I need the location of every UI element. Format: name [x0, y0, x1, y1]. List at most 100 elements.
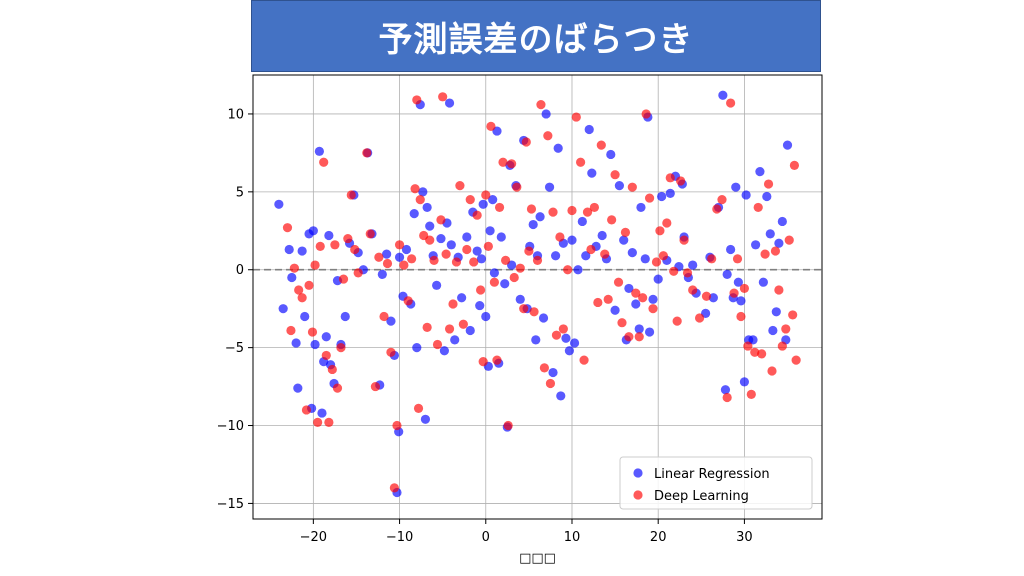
linear-regression-point [544, 182, 555, 192]
deep-learning-point [791, 355, 801, 365]
deep-learning-point [767, 366, 777, 376]
linear-regression-point [531, 335, 541, 345]
deep-learning-point [648, 304, 658, 314]
linear-regression-point [382, 249, 392, 259]
deep-learning-point [672, 316, 682, 326]
deep-learning-point [545, 378, 556, 389]
linear-regression-point [569, 338, 580, 348]
linear-regression-point [577, 216, 587, 227]
deep-learning-point [472, 210, 482, 220]
linear-regression-point [708, 293, 718, 303]
linear-regression-point [587, 168, 597, 178]
deep-learning-point [789, 160, 800, 170]
deep-learning-point [521, 137, 531, 147]
linear-regression-point [476, 254, 487, 264]
deep-learning-point [655, 226, 665, 236]
deep-learning-point [413, 403, 424, 413]
deep-learning-point [415, 195, 425, 205]
linear-regression-point [762, 191, 772, 202]
linear-regression-point [314, 146, 324, 156]
linear-regression-point [321, 332, 331, 342]
linear-regression-point [422, 202, 432, 213]
deep-learning-point [301, 405, 312, 415]
deep-learning-point [458, 319, 468, 329]
deep-learning-point [286, 325, 296, 336]
deep-learning-point [593, 297, 603, 308]
deep-learning-point [750, 347, 760, 357]
deep-learning-point [610, 170, 620, 180]
linear-regression-point [665, 188, 675, 198]
deep-learning-point [757, 349, 767, 359]
deep-learning-point [509, 272, 519, 283]
deep-learning-point [429, 255, 439, 265]
deep-learning-point [760, 249, 770, 259]
x-tick-label: 10 [564, 530, 581, 545]
deep-learning-point [494, 202, 505, 213]
deep-learning-point [374, 252, 384, 262]
deep-learning-point [353, 268, 363, 278]
linear-regression-point [488, 195, 498, 205]
linear-regression-point [439, 346, 449, 356]
linear-regression-point [733, 277, 743, 287]
linear-regression-point [291, 338, 301, 348]
deep-learning-point [436, 215, 446, 225]
deep-learning-point [332, 383, 343, 393]
deep-learning-point [596, 140, 606, 150]
linear-regression-point [418, 187, 428, 197]
deep-learning-point [631, 288, 641, 298]
linear-regression-point [758, 277, 768, 287]
legend-marker-deep [633, 490, 643, 500]
deep-learning-point [536, 100, 546, 110]
linear-regression-point [274, 199, 284, 209]
linear-regression-point [627, 248, 637, 258]
deep-learning-point [753, 202, 763, 213]
deep-learning-point [603, 294, 613, 304]
deep-learning-point [346, 190, 356, 200]
deep-learning-point [392, 420, 402, 431]
deep-learning-point [551, 330, 562, 340]
linear-regression-point [548, 367, 558, 378]
deep-learning-point [389, 483, 399, 493]
linear-regression-point [409, 209, 419, 219]
linear-regression-point [614, 181, 625, 191]
deep-learning-point [669, 266, 679, 276]
deep-learning-point [739, 283, 750, 294]
linear-regression-point [278, 304, 288, 314]
deep-learning-point [651, 257, 662, 267]
deep-learning-point [558, 324, 568, 334]
deep-learning-point [620, 227, 631, 237]
linear-regression-point [636, 202, 646, 213]
linear-regression-point [606, 149, 616, 160]
deep-learning-point [600, 249, 610, 259]
deep-learning-point [476, 285, 486, 295]
linear-regression-point [610, 305, 620, 315]
deep-learning-point [746, 389, 756, 399]
deep-learning-point [501, 255, 511, 265]
deep-learning-point [465, 195, 475, 205]
deep-learning-point [422, 322, 432, 332]
deep-learning-point [701, 291, 712, 301]
deep-learning-point [492, 355, 502, 365]
deep-learning-point [321, 350, 331, 361]
linear-regression-point [462, 232, 472, 242]
x-tick-label: 30 [736, 530, 753, 545]
deep-learning-point [571, 112, 581, 122]
deep-learning-point [676, 176, 686, 186]
deep-learning-point [319, 157, 329, 167]
linear-regression-point [573, 265, 583, 275]
deep-learning-point [399, 260, 409, 270]
deep-learning-point [707, 254, 717, 264]
linear-regression-point [771, 307, 781, 317]
linear-regression-point [496, 232, 506, 242]
deep-learning-point [788, 310, 798, 320]
deep-learning-point [688, 285, 698, 295]
deep-learning-point [567, 205, 577, 216]
deep-learning-point [489, 277, 499, 287]
deep-learning-point [478, 357, 488, 367]
deep-learning-point [394, 240, 405, 250]
deep-learning-point [483, 241, 493, 251]
linear-regression-point [624, 283, 634, 294]
deep-learning-point [503, 420, 513, 431]
linear-regression-point [481, 311, 491, 322]
linear-regression-point [634, 324, 644, 334]
